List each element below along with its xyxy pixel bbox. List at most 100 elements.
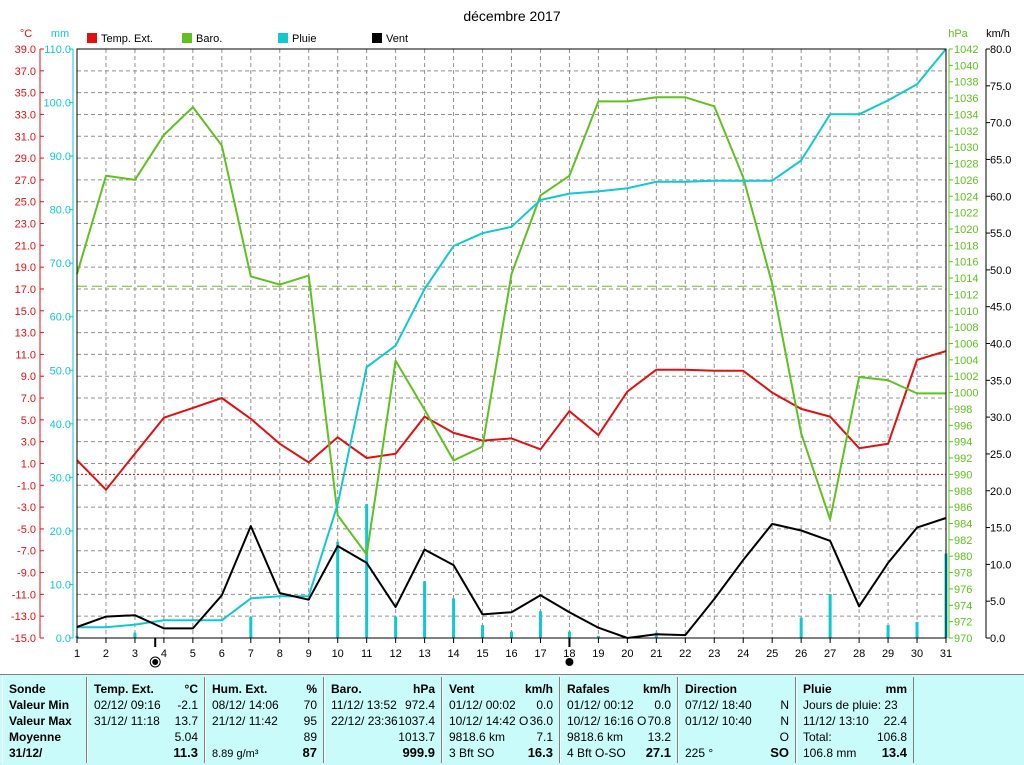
temp-unit-label: °C	[20, 28, 32, 40]
x-tick-label: 28	[853, 648, 865, 660]
wind-distance: 9818.6 km	[449, 730, 506, 744]
temp-tick-label: 3.0	[21, 437, 36, 449]
gust-max-date: 10/12/ 16:16 O	[567, 714, 647, 728]
baro-tick-label: 988	[954, 486, 972, 498]
temp-tick-label: 7.0	[21, 393, 36, 405]
sonde-column: Sonde Valeur Min Valeur Max Moyenne 31/1…	[2, 677, 87, 763]
rain-today: 13.4	[881, 745, 907, 760]
x-tick-label: 7	[248, 648, 254, 660]
series-lines	[76, 48, 947, 639]
gust-max-value: 70.8	[647, 714, 671, 728]
temp-tick-label: 15.0	[15, 306, 36, 318]
baro-tick-label: 972	[954, 617, 972, 629]
baro-tick-label: 1016	[954, 257, 978, 269]
humidity-column: Hum. Ext.% 08/12/ 14:06 70 21/12/ 11:42 95…	[205, 677, 324, 763]
series-line-temp	[76, 350, 947, 491]
baro-tick-label: 1026	[954, 175, 978, 187]
moon-markers	[149, 638, 574, 668]
rain-bar	[452, 598, 456, 638]
baro-tick-label: 1038	[954, 77, 978, 89]
x-tick-label: 23	[708, 648, 720, 660]
reference-lines	[77, 285, 946, 475]
x-tick-label: 9	[306, 648, 312, 660]
rain-total-label: Total:	[803, 730, 832, 744]
rain-bar	[799, 617, 803, 638]
series-line-rain	[77, 48, 947, 629]
rain-tick-label: 20.0	[50, 526, 71, 538]
x-tick-label: 6	[219, 648, 225, 660]
x-tick-label: 20	[621, 648, 633, 660]
legend-label-baro: Baro.	[196, 33, 222, 45]
baro-tick-label: 1000	[954, 388, 978, 400]
x-tick-label: 3	[132, 648, 138, 660]
baro-tick-label: 1004	[954, 355, 978, 367]
x-tick-label: 31	[940, 648, 952, 660]
baro-tick-label: 976	[954, 584, 972, 596]
direction-today: SO	[770, 745, 789, 760]
baro-tick-label: 1030	[954, 142, 978, 154]
rain-total: 106.8	[876, 730, 907, 744]
baro-average: 1013.7	[398, 730, 435, 744]
x-tick-label: 24	[737, 648, 749, 660]
baro-tick-label: 1008	[954, 322, 978, 334]
temp-tick-label: 17.0	[15, 284, 36, 296]
temp-tick-label: 21.0	[15, 240, 36, 252]
rain-tick-label: 0.0	[56, 633, 71, 645]
baro-header: Baro.	[331, 682, 362, 696]
temp-tick-label: 37.0	[15, 66, 36, 78]
hum-max-date: 21/12/ 11:42	[212, 714, 278, 728]
x-tick-label: 10	[332, 648, 344, 660]
x-tick-label: 15	[476, 648, 488, 660]
temp-today: 11.3	[173, 745, 198, 760]
legend-swatch-baro	[182, 33, 192, 43]
new-moon-icon	[565, 658, 574, 666]
temp-max-value: 13.7	[174, 714, 198, 728]
gust-min-value: 0.0	[654, 698, 671, 712]
hum-absolute: 8.89 g/m³	[212, 748, 259, 760]
legend: Temp. Ext. Baro. Pluie Vent	[87, 33, 408, 45]
rain-tick-label: 80.0	[50, 205, 71, 217]
x-tick-label: 1	[74, 648, 80, 660]
x-tick-label: 2	[103, 648, 109, 660]
summary-table: Sonde Valeur Min Valeur Max Moyenne 31/1…	[0, 674, 1024, 765]
baro-tick-label: 994	[954, 437, 972, 449]
row-label-min: Valeur Min	[9, 698, 70, 712]
baro-tick-label: 1040	[954, 60, 978, 72]
wind-tick-label: 50.0	[990, 265, 1011, 277]
hum-average: 89	[303, 730, 317, 744]
x-tick-label: 22	[679, 648, 691, 660]
x-tick-label: 29	[882, 648, 894, 660]
legend-swatch-temp	[87, 33, 97, 43]
gust-average: 13.2	[647, 730, 671, 744]
baro-max-value: 1037.4	[398, 714, 435, 728]
wind-average: 7.1	[536, 730, 553, 744]
baro-tick-label: 978	[954, 568, 972, 580]
temp-axis: 39.0 37.0 35.0 33.0 31.0 29.0 27.0 25.0 23.0 21.0…	[11, 44, 44, 645]
temp-tick-label: 31.0	[15, 131, 36, 143]
x-tick-label: 30	[911, 648, 923, 660]
rain-bar	[133, 632, 137, 638]
temp-tick-label: 19.0	[15, 262, 36, 274]
rain-bar	[654, 632, 658, 638]
rain-tick-label: 90.0	[50, 151, 71, 163]
wind-tick-label: 70.0	[990, 118, 1011, 130]
x-tick-label: 13	[418, 648, 430, 660]
baro-tick-label: 992	[954, 453, 972, 465]
chart-title: décembre 2017	[463, 8, 561, 24]
rain-max-value: 22.4	[883, 714, 907, 728]
rain-bar	[538, 611, 542, 638]
baro-tick-label: 1028	[954, 159, 978, 171]
rain-tick-label: 60.0	[50, 312, 71, 324]
temp-min-date: 02/12/ 09:16	[94, 698, 161, 712]
x-tick-label: 14	[447, 648, 459, 660]
legend-label-rain: Pluie	[292, 33, 316, 45]
x-tick-label: 26	[795, 648, 807, 660]
rain-bar	[365, 504, 369, 638]
rain-tick-label: 50.0	[50, 365, 71, 377]
x-tick-label: 16	[505, 648, 517, 660]
rain-month-total: 106.8 mm	[803, 746, 857, 760]
baro-tick-label: 996	[954, 420, 972, 432]
temp-tick-label: 1.0	[21, 458, 36, 470]
baro-tick-label: 1014	[954, 273, 978, 285]
rain-unit-label: mm	[51, 28, 69, 40]
